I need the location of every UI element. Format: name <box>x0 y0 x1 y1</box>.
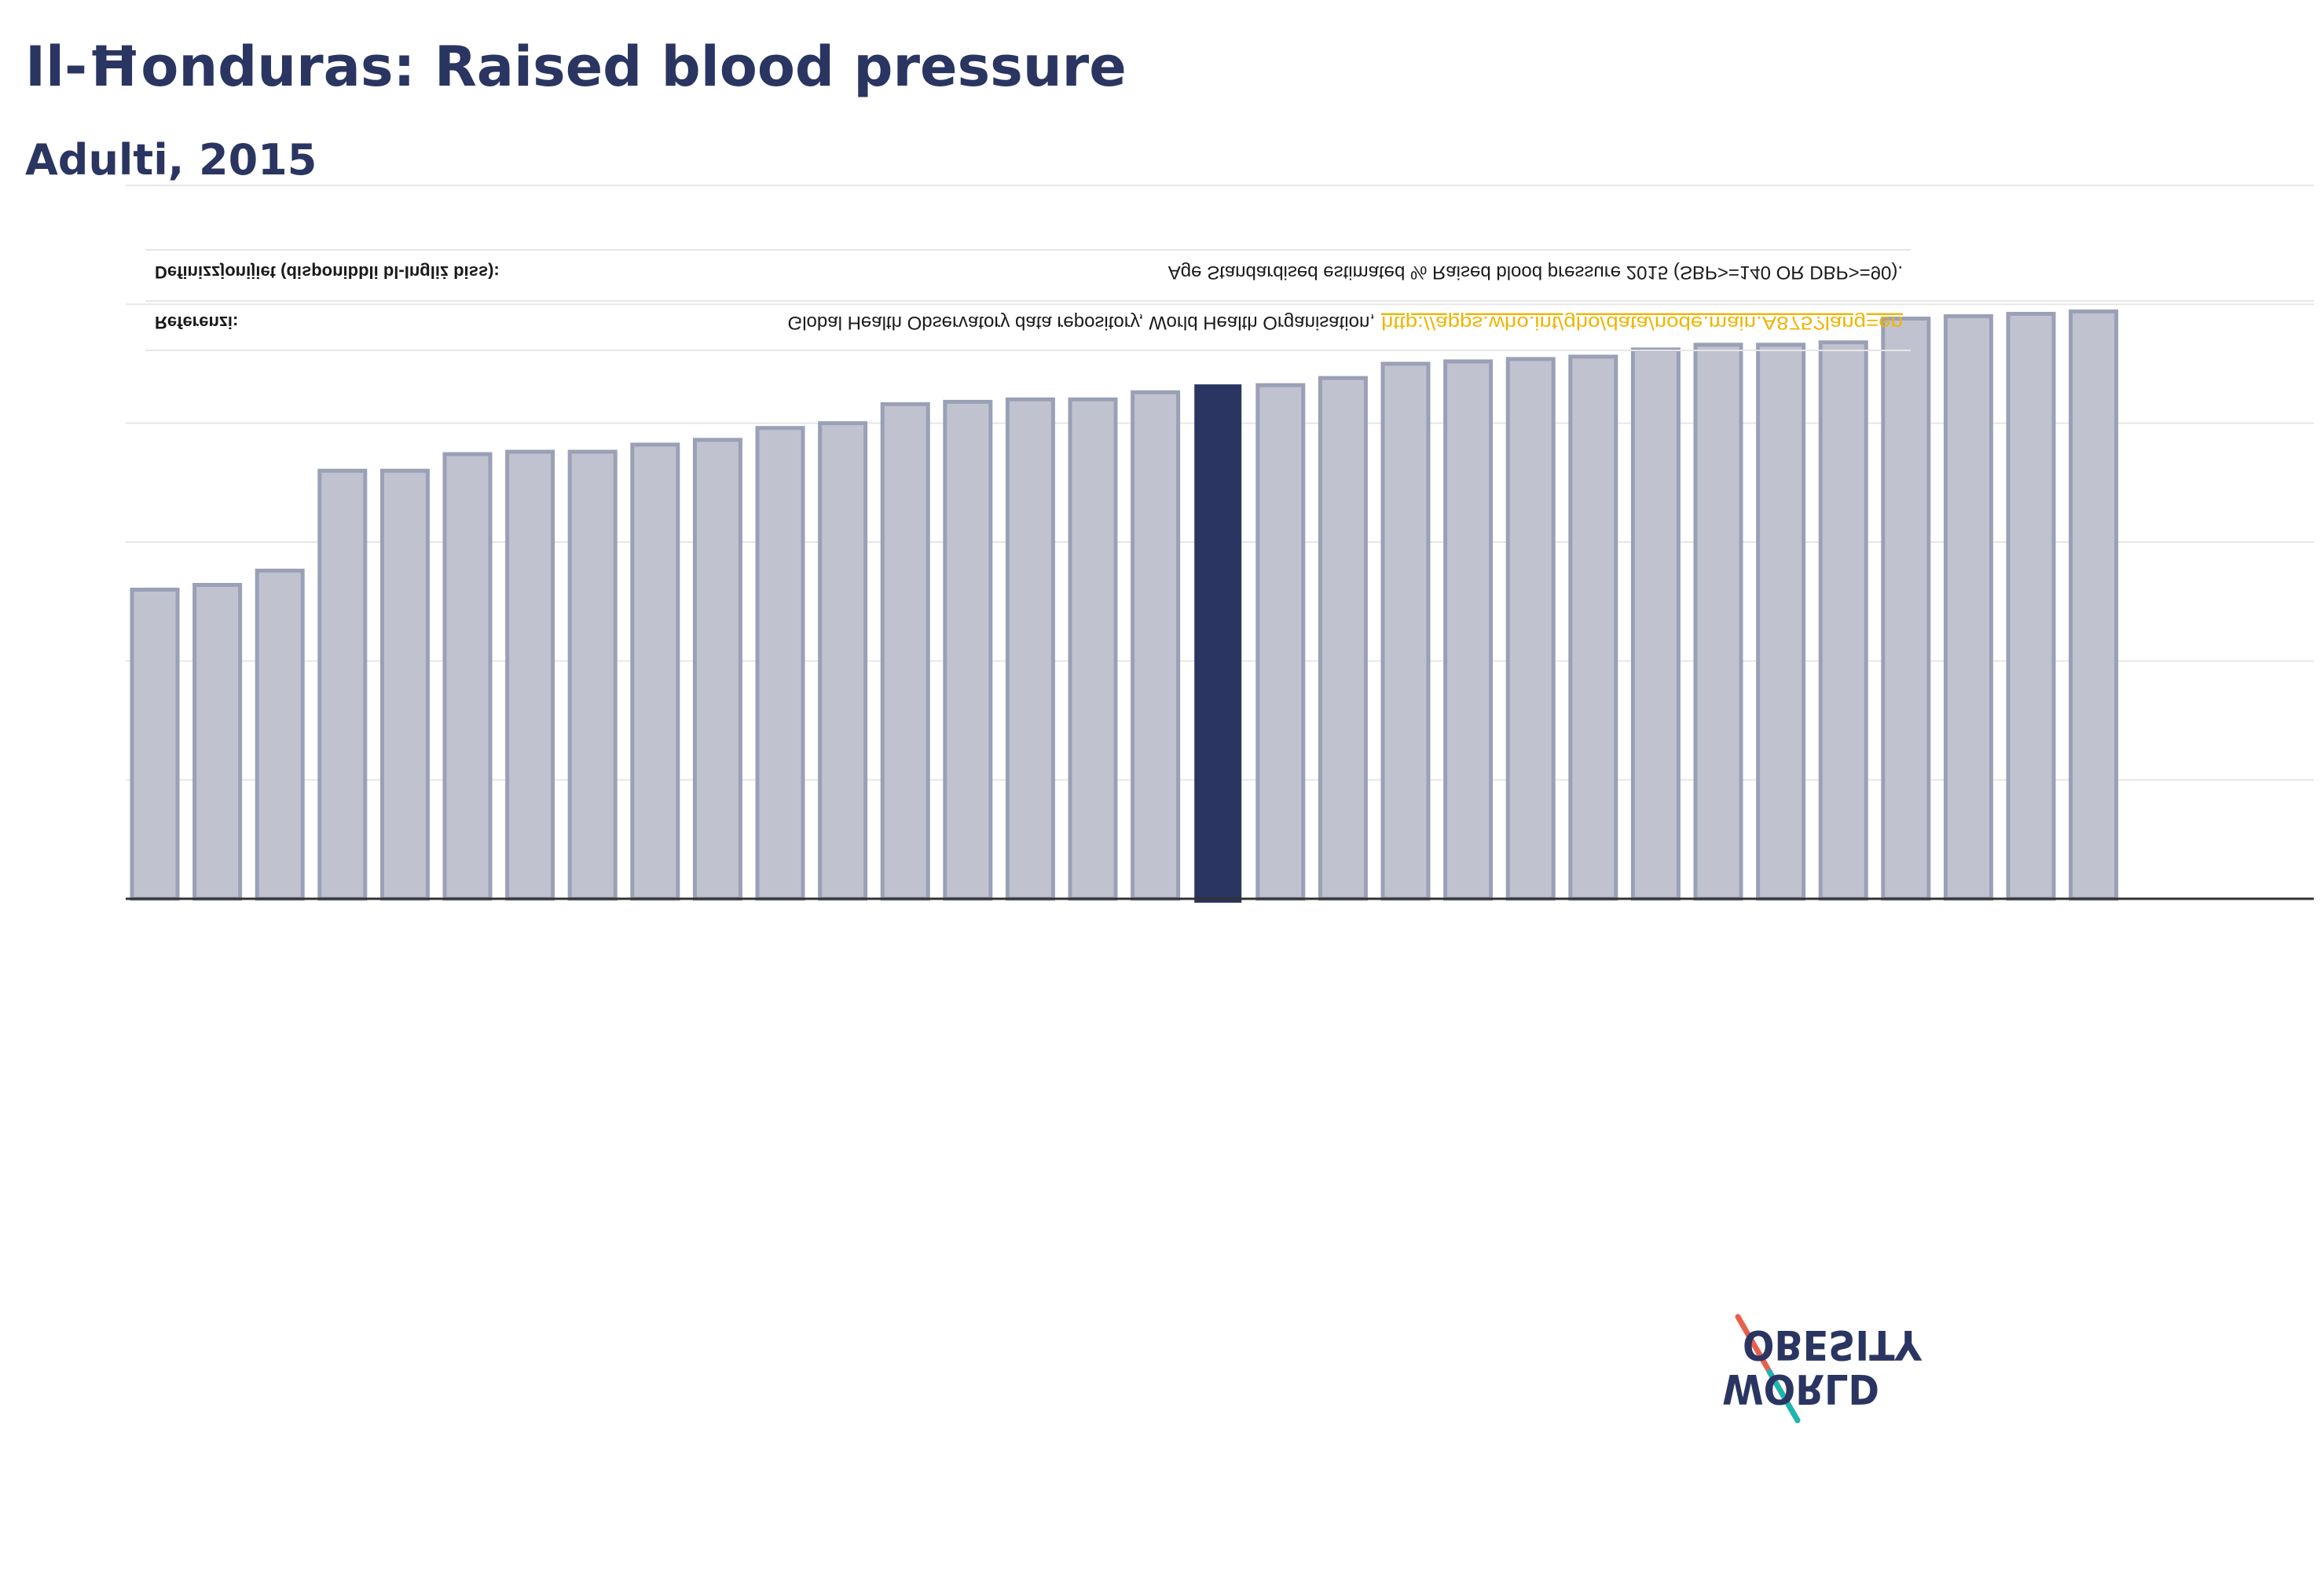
bar-2 <box>255 568 305 901</box>
bar-highlight <box>1194 384 1242 903</box>
world-obesity-logo: OBESITY WORLD <box>1713 1312 1933 1430</box>
references-text: Global Health Observatory data repositor… <box>788 312 1375 333</box>
references-label: Referenzi: <box>155 313 238 332</box>
bar-14 <box>1005 397 1055 901</box>
definitions-label: Definizzjonijiet (disponibbli bl-Ingliż … <box>155 262 500 282</box>
bar-11 <box>818 421 868 901</box>
bar-22 <box>1505 357 1556 901</box>
bar-3 <box>317 468 368 901</box>
bar-0 <box>130 588 180 901</box>
bar-18 <box>1255 383 1306 901</box>
bar-19 <box>1318 376 1368 901</box>
definitions-text: Age Standardised estimated % Raised bloo… <box>1168 262 1903 283</box>
bar-12 <box>880 401 930 901</box>
bar-5 <box>442 452 493 901</box>
logo-line-obesity: OBESITY <box>1743 1321 1923 1368</box>
references-link[interactable]: http://apps.who.int/gho/data/node.main.A… <box>1381 312 1903 333</box>
bar-25 <box>1693 343 1743 901</box>
bar-15 <box>1068 397 1118 901</box>
bar-24 <box>1630 347 1681 901</box>
bar-8 <box>630 442 680 901</box>
bar-16 <box>1131 390 1181 901</box>
bar-29 <box>1943 313 1993 901</box>
bar-13 <box>943 399 993 901</box>
page-subtitle: Adulti, 2015 <box>25 135 317 185</box>
bar-28 <box>1881 316 1931 901</box>
bar-26 <box>1756 343 1806 901</box>
bar-21 <box>1443 359 1494 901</box>
bars <box>130 309 2119 903</box>
bar-10 <box>755 426 805 901</box>
bar-6 <box>505 449 555 901</box>
bar-31 <box>2069 309 2119 901</box>
bar-4 <box>379 468 430 901</box>
bar-30 <box>2006 311 2056 901</box>
bar-23 <box>1568 354 1618 901</box>
logo-line-world: WORLD <box>1722 1365 1879 1412</box>
bar-27 <box>1818 340 1868 901</box>
bar-9 <box>692 438 742 901</box>
page-title: Il-Ħonduras: Raised blood pressure <box>25 35 1127 99</box>
notes-table: Definizzjonijiet (disponibbli bl-Ingliż … <box>145 249 2314 351</box>
bar-7 <box>567 449 618 901</box>
bar-1 <box>192 582 243 901</box>
bar-20 <box>1380 361 1431 901</box>
